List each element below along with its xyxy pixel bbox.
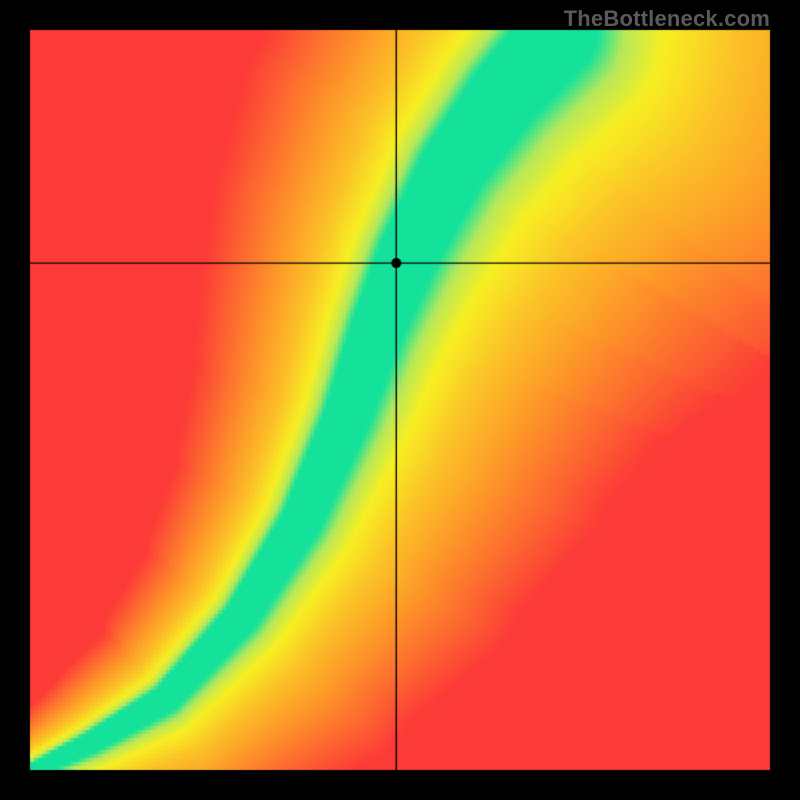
watermark-text: TheBottleneck.com xyxy=(564,6,770,32)
heatmap-canvas xyxy=(0,0,800,800)
